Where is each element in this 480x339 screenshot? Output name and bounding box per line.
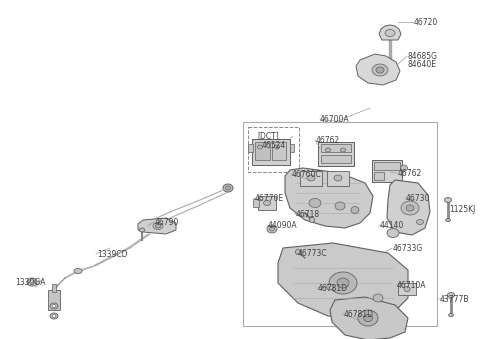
Bar — [321, 155, 351, 163]
Polygon shape — [278, 243, 408, 320]
Ellipse shape — [50, 313, 58, 319]
Text: [DCT]: [DCT] — [257, 131, 279, 140]
Ellipse shape — [373, 294, 383, 302]
Text: 84685G: 84685G — [408, 52, 438, 61]
Text: 46730: 46730 — [406, 194, 431, 203]
Bar — [327, 171, 349, 186]
Ellipse shape — [257, 145, 263, 149]
Ellipse shape — [27, 278, 37, 286]
Ellipse shape — [404, 286, 410, 292]
Ellipse shape — [74, 268, 82, 274]
Polygon shape — [356, 54, 400, 85]
Bar — [255, 142, 270, 160]
Text: 1339GA: 1339GA — [15, 278, 46, 287]
Text: 46762: 46762 — [398, 169, 422, 178]
Text: 43777B: 43777B — [440, 295, 469, 304]
Bar — [372, 160, 402, 182]
Ellipse shape — [387, 228, 399, 238]
Bar — [290, 144, 294, 152]
Bar — [300, 171, 322, 186]
Ellipse shape — [267, 225, 277, 233]
Text: 44090A: 44090A — [268, 221, 298, 230]
Text: 46781D: 46781D — [318, 284, 348, 293]
Ellipse shape — [447, 293, 455, 298]
Ellipse shape — [329, 272, 357, 294]
Polygon shape — [379, 25, 401, 40]
Text: 46760C: 46760C — [292, 170, 322, 179]
Ellipse shape — [269, 227, 275, 231]
Text: 46773C: 46773C — [298, 249, 328, 258]
Bar — [321, 144, 351, 152]
Ellipse shape — [340, 148, 346, 152]
Text: 46770E: 46770E — [255, 194, 284, 203]
Text: 46781D: 46781D — [344, 310, 374, 319]
Bar — [252, 139, 290, 165]
Text: 46790: 46790 — [155, 218, 180, 227]
Text: 46524: 46524 — [262, 141, 286, 150]
Bar — [248, 127, 299, 172]
Ellipse shape — [448, 314, 454, 317]
Bar — [253, 199, 259, 207]
Polygon shape — [285, 168, 373, 228]
Text: 1125KJ: 1125KJ — [449, 205, 475, 214]
Ellipse shape — [264, 200, 271, 205]
Ellipse shape — [417, 219, 423, 224]
Ellipse shape — [325, 148, 331, 152]
Polygon shape — [330, 297, 408, 339]
Ellipse shape — [52, 315, 56, 318]
Text: 46718: 46718 — [296, 210, 320, 219]
Polygon shape — [387, 180, 430, 235]
Polygon shape — [138, 218, 176, 234]
Ellipse shape — [363, 315, 372, 321]
Ellipse shape — [372, 64, 388, 76]
Text: 46700A: 46700A — [320, 115, 349, 124]
Ellipse shape — [156, 224, 160, 228]
Bar — [398, 283, 416, 295]
Ellipse shape — [376, 67, 384, 73]
Bar — [272, 142, 286, 160]
Ellipse shape — [226, 186, 230, 190]
Ellipse shape — [406, 205, 414, 211]
Ellipse shape — [401, 201, 419, 215]
Text: 46762: 46762 — [316, 136, 340, 145]
Ellipse shape — [52, 304, 56, 307]
Ellipse shape — [337, 278, 349, 288]
Bar — [52, 284, 56, 292]
Ellipse shape — [153, 222, 163, 230]
Ellipse shape — [400, 165, 408, 171]
Ellipse shape — [50, 303, 58, 309]
Ellipse shape — [275, 145, 279, 149]
Bar — [248, 144, 253, 152]
Bar — [318, 142, 354, 166]
Ellipse shape — [326, 284, 334, 290]
Ellipse shape — [444, 198, 452, 202]
Bar — [374, 162, 400, 170]
Ellipse shape — [334, 175, 342, 181]
Ellipse shape — [358, 310, 378, 326]
Bar — [374, 172, 384, 180]
Ellipse shape — [445, 219, 451, 221]
Text: 1339CD: 1339CD — [97, 250, 128, 259]
Ellipse shape — [223, 184, 233, 192]
Ellipse shape — [351, 206, 359, 214]
Text: 46733G: 46733G — [393, 244, 423, 253]
Ellipse shape — [309, 199, 321, 207]
Ellipse shape — [385, 29, 395, 37]
Ellipse shape — [140, 228, 144, 232]
Bar — [243, 122, 437, 326]
Text: 84640E: 84640E — [408, 60, 437, 69]
Text: 46720: 46720 — [414, 18, 438, 27]
Bar — [48, 290, 60, 310]
Ellipse shape — [29, 280, 35, 284]
Ellipse shape — [310, 218, 314, 222]
Text: 44140: 44140 — [380, 221, 404, 230]
Ellipse shape — [335, 202, 345, 210]
Text: 46710A: 46710A — [397, 281, 427, 290]
Bar — [258, 196, 276, 210]
Ellipse shape — [296, 250, 300, 255]
Ellipse shape — [307, 175, 315, 181]
